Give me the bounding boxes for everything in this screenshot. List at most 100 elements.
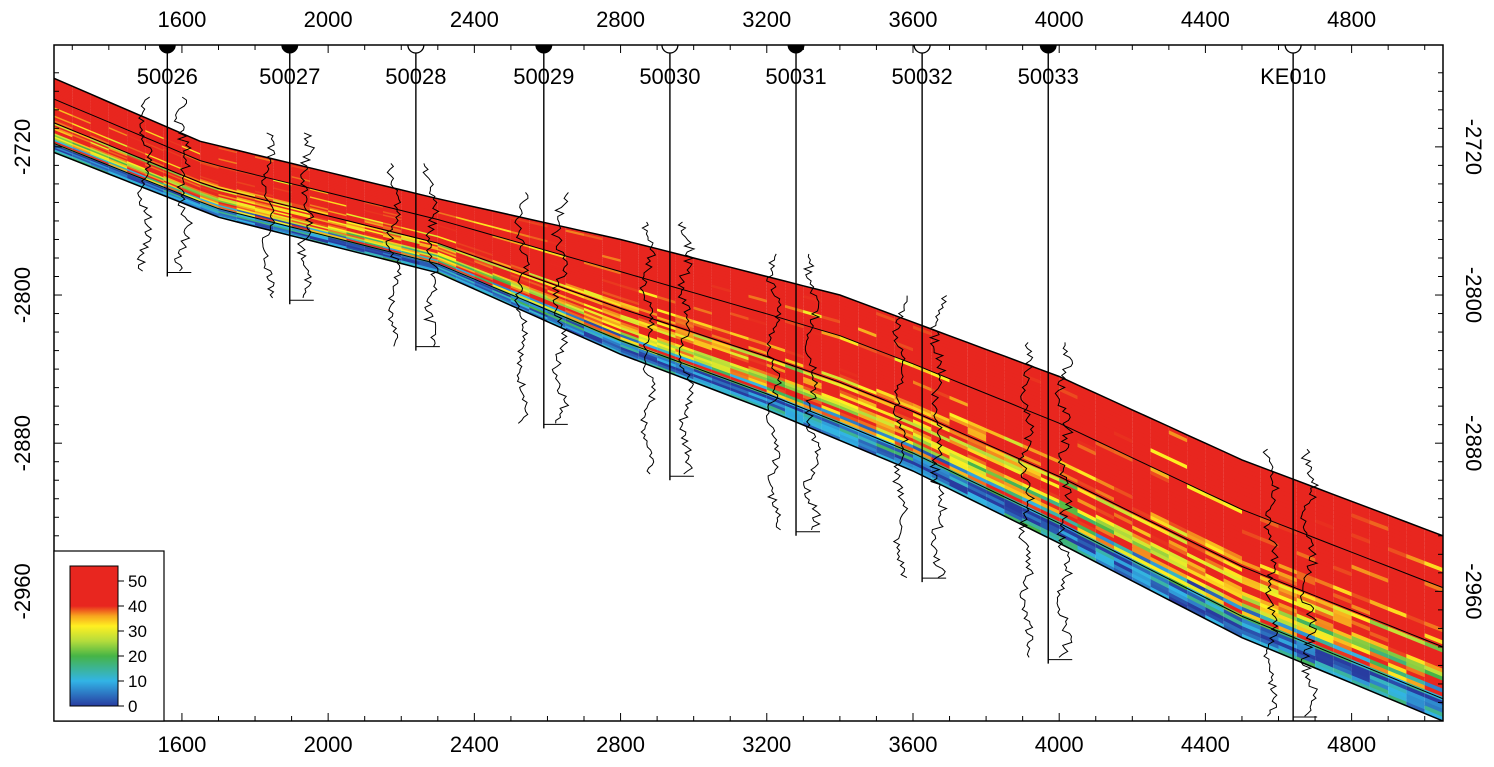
well-50031[interactable]: 50031 — [765, 44, 827, 536]
stratum-cell — [1059, 401, 1078, 415]
stratum-cell — [1242, 583, 1261, 596]
stratum-cell — [1278, 551, 1297, 564]
stratum-cell — [1315, 507, 1334, 519]
stratum-cell — [1022, 366, 1041, 378]
stratum-cell — [1150, 429, 1169, 443]
stratum-cell — [785, 370, 804, 381]
stratum-cell — [1168, 426, 1188, 440]
stratum-cell — [1022, 377, 1041, 389]
stratum-cell — [1040, 448, 1060, 461]
stratum-cell — [1022, 444, 1041, 457]
stratum-cell — [1077, 388, 1096, 402]
stratum-cell — [584, 317, 603, 328]
legend-tick-label: 20 — [128, 647, 147, 666]
stratum-cell — [1022, 398, 1041, 410]
stratum-cell — [803, 379, 822, 390]
horizon-line — [54, 122, 1443, 648]
stratum-cell — [748, 271, 767, 280]
stratum-cell — [894, 434, 913, 446]
stratum-cell — [1077, 435, 1096, 449]
stratum-cell — [1077, 497, 1096, 512]
stratum-cell — [1022, 394, 1041, 407]
stratum-cell — [1095, 485, 1114, 499]
stratum-cell — [1022, 451, 1041, 464]
stratum-cell — [1114, 408, 1133, 422]
stratum-cell — [821, 367, 840, 378]
stratum-cell — [657, 251, 676, 260]
stratum-cell — [1095, 466, 1114, 480]
stratum-cell — [584, 303, 603, 313]
stratum-cell — [766, 320, 786, 330]
stratum-cell — [638, 343, 658, 354]
stratum-cell — [821, 401, 840, 413]
stratum-cell — [748, 340, 767, 350]
stratum-cell — [748, 354, 767, 365]
stratum-cell — [657, 261, 676, 270]
stratum-cell — [1424, 617, 1443, 629]
stratum-cell — [1040, 519, 1060, 533]
well-50026[interactable]: 50026 — [137, 44, 198, 277]
stratum-cell — [1406, 581, 1425, 594]
well-KE010[interactable]: KE010 — [1260, 44, 1326, 721]
stratum-cell — [602, 317, 621, 328]
stratum-cell — [1004, 467, 1023, 480]
stratum-cell — [1260, 625, 1279, 638]
stratum-cell — [1132, 540, 1151, 554]
stratum-cell — [876, 423, 895, 435]
stratum-cell — [1351, 580, 1370, 593]
stratum-cell — [510, 250, 530, 259]
stratum-cell — [693, 295, 712, 305]
stratum-cell — [657, 287, 676, 297]
well-50033[interactable]: 50033 — [1018, 44, 1079, 664]
stratum-cell — [1315, 613, 1334, 625]
stratum-cell — [1223, 562, 1242, 577]
stratum-cell — [547, 238, 566, 246]
stratum-cell — [967, 413, 987, 426]
well-symbol-filled — [1039, 44, 1057, 54]
stratum-cell — [529, 309, 548, 321]
stratum-cell — [858, 346, 877, 358]
stratum-cell — [1333, 510, 1352, 522]
axes: 1600160020002000240024002800280032003200… — [10, 7, 1486, 757]
stratum-cell — [803, 403, 822, 415]
stratum-cell — [510, 295, 530, 306]
stratum-cell — [492, 257, 511, 267]
stratum-cell — [1315, 542, 1334, 555]
stratum-cell — [657, 303, 676, 313]
stratum-cell — [986, 459, 1005, 472]
stratum-cell — [1351, 604, 1370, 616]
stratum-cell — [1095, 418, 1114, 432]
stratum-cell — [1242, 479, 1261, 491]
stratum-cell — [693, 376, 712, 387]
stratum-cell — [584, 273, 603, 282]
well-50029[interactable]: 50029 — [513, 44, 574, 429]
stratum-cell — [1004, 443, 1023, 456]
stratum-cell — [1333, 518, 1352, 530]
well-50032[interactable]: 50032 — [892, 44, 953, 583]
stratum-cell — [839, 320, 859, 331]
stratum-cell — [1205, 504, 1224, 518]
stratum-cell — [1351, 532, 1370, 545]
stratum-cell — [1260, 594, 1279, 607]
stratum-cell — [766, 305, 786, 315]
stratum-cell — [1150, 421, 1169, 435]
stratum-cell — [474, 246, 493, 255]
stratum-cell — [547, 253, 566, 262]
stratum-cell — [1150, 504, 1169, 518]
stratum-cell — [949, 422, 968, 435]
stratum-cell — [492, 287, 511, 299]
stratum-cell — [1077, 479, 1096, 493]
stratum-cell — [565, 238, 584, 246]
well-50030[interactable]: 50030 — [639, 44, 701, 481]
stratum-cell — [785, 358, 804, 369]
x-tick-label-top: 4800 — [1327, 7, 1376, 32]
stratum-cell — [1114, 542, 1133, 556]
well-50027[interactable]: 50027 — [259, 44, 320, 305]
stratum-cell — [1333, 667, 1352, 680]
stratum-cell — [1150, 582, 1169, 597]
stratum-cell — [1406, 625, 1425, 638]
stratum-cell — [1333, 521, 1352, 534]
stratum-cell — [803, 319, 822, 329]
well-50028[interactable]: 50028 — [385, 44, 446, 351]
stratum-cell — [748, 391, 767, 402]
